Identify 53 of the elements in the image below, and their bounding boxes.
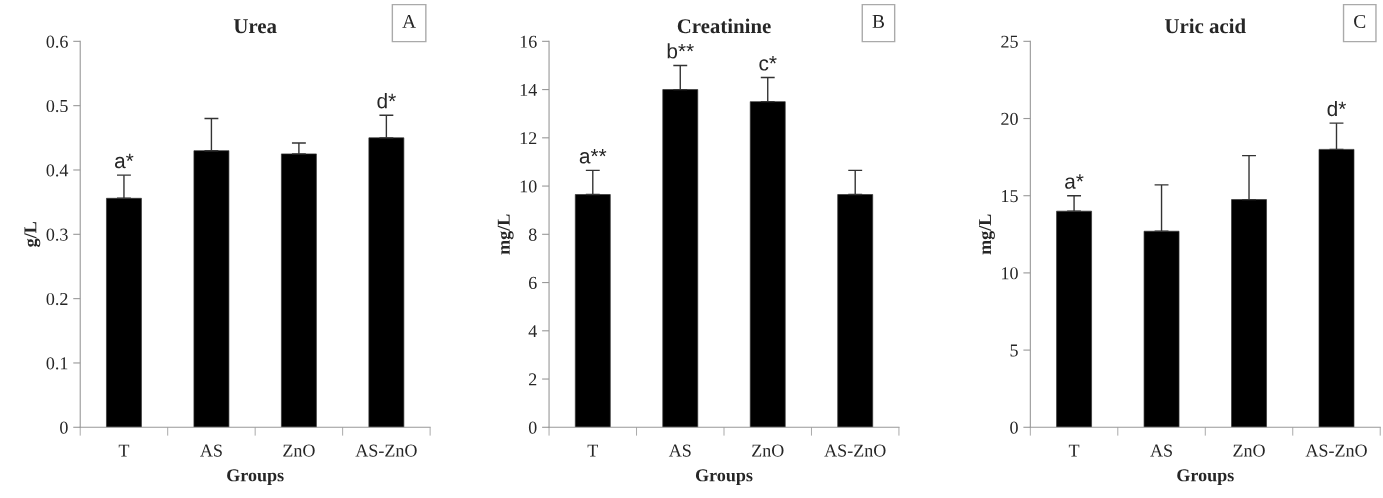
x-axis-title: Groups (695, 469, 753, 486)
y-tick-label: 15 (1002, 190, 1018, 203)
text: A (402, 14, 416, 28)
annotation: d* (1327, 100, 1347, 117)
y-tick-label: 0 (60, 421, 68, 434)
y-tick-label: 14 (520, 83, 537, 96)
annotation: a** (579, 148, 607, 164)
annotation: b** (667, 43, 694, 59)
y-tick-label: 0.2 (46, 292, 68, 306)
x-tick-label: AS-ZnO (1305, 444, 1367, 457)
y-tick-label: 10 (1002, 267, 1018, 280)
chart-title: Urea (233, 19, 277, 34)
x-tick-label: ZnO (752, 444, 784, 457)
y-tick-label: 16 (520, 35, 537, 48)
y-tick-label: 8 (528, 228, 537, 241)
y-tick-label: 0.5 (46, 99, 68, 113)
x-tick-label: AS-ZnO (824, 444, 886, 457)
x-tick-label: T (587, 444, 598, 457)
chart-title: Creatinine (677, 18, 771, 34)
y-tick-label: 2 (529, 373, 537, 386)
y-tick-label: 0 (1010, 421, 1018, 434)
y-tick-label: 12 (520, 132, 537, 145)
x-tick-label: AS (668, 444, 691, 457)
y-tick-label: 0.3 (46, 228, 68, 241)
y-tick-label: 0.1 (46, 357, 68, 370)
y-tick-label: 0.4 (46, 164, 69, 177)
y-tick-label: 20 (1001, 112, 1018, 125)
x-tick-label: AS (1150, 444, 1172, 457)
annotation: c* (759, 56, 777, 71)
x-tick-label: T (1068, 444, 1080, 457)
x-tick-label: T (118, 444, 130, 457)
chart-title: Uric acid (1165, 18, 1246, 34)
y-tick-label: 0 (528, 421, 537, 434)
y-axis-title: g/L (24, 222, 41, 247)
text: B (872, 15, 884, 28)
text: C (1354, 14, 1366, 28)
y-axis-title: mg/L (979, 214, 995, 255)
y-tick-label: 4 (528, 325, 537, 338)
x-axis-title: Groups (1177, 469, 1234, 486)
y-tick-label: 10 (520, 180, 537, 193)
x-tick-label: AS-ZnO (355, 444, 417, 457)
annotation: a* (1065, 174, 1084, 189)
y-tick-label: 5 (1010, 344, 1018, 357)
y-tick-label: 25 (1001, 35, 1018, 48)
x-axis-title: Groups (227, 469, 284, 486)
x-tick-label: ZnO (283, 444, 315, 457)
x-tick-label: ZnO (1233, 444, 1265, 457)
y-tick-label: 6 (528, 276, 537, 289)
x-tick-label: AS (200, 444, 222, 457)
annotation: a* (114, 153, 134, 169)
annotation: d* (377, 93, 396, 109)
y-tick-label: 0.6 (46, 35, 68, 48)
y-axis-title: mg/L (497, 214, 514, 255)
